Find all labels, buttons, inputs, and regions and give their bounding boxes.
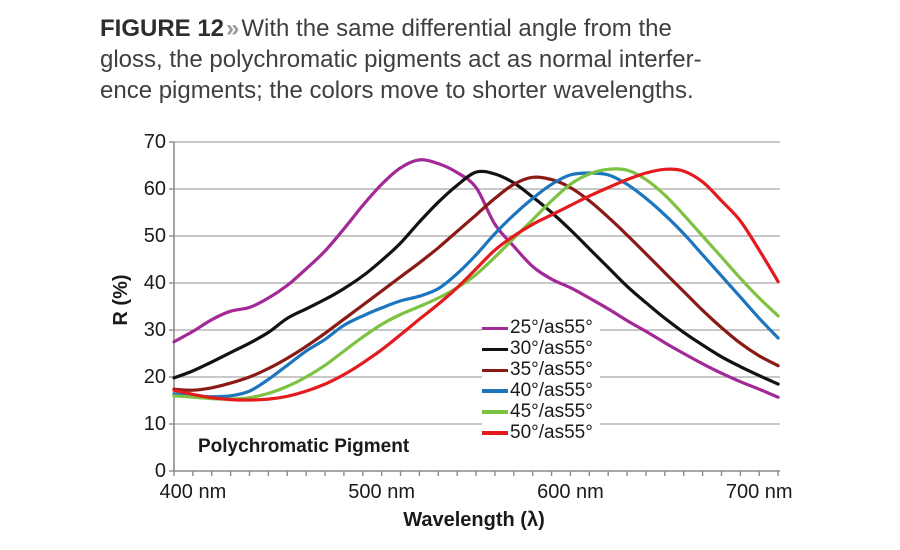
x-tick-label-600: 600 nm	[537, 481, 604, 503]
curve-50as55	[172, 167, 780, 402]
legend-item-35as55: 35°/as55°	[482, 359, 600, 381]
y-tick-label-10: 10	[143, 413, 166, 435]
chart-legend: 25°/as55° 30°/as55° 35°/as55° 40°/as55° 45°/…	[482, 317, 600, 444]
caption-line-2: gloss, the polychromatic pigments act as…	[100, 46, 702, 73]
legend-swatch-icon	[482, 431, 508, 435]
y-tick-label-40: 40	[143, 272, 166, 294]
legend-label: 30°/as55°	[510, 338, 593, 360]
legend-swatch-icon	[482, 410, 508, 414]
x-tick-label-500: 500 nm	[348, 481, 416, 503]
caption-line-3: ence pigments; the colors move to shorte…	[100, 77, 694, 104]
legend-swatch-icon	[482, 347, 508, 352]
y-tick-label-60: 60	[143, 178, 166, 200]
curve-30as55	[172, 169, 780, 386]
legend-swatch-icon	[482, 368, 508, 372]
legend-item-30as55: 30°/as55°	[482, 338, 600, 360]
legend-label: 25°/as55°	[510, 317, 593, 339]
x-tick-label-400: 400 nm	[159, 481, 227, 503]
caption-text-1: With the same differential angle from th…	[241, 15, 672, 42]
y-tick-label-20: 20	[143, 366, 166, 388]
y-tick-label-70: 70	[143, 131, 166, 153]
legend-label: 45°/as55°	[510, 401, 593, 423]
y-tick-label-0: 0	[154, 460, 166, 482]
legend-swatch-icon	[482, 389, 508, 393]
legend-item-45as55: 45°/as55°	[482, 401, 600, 423]
y-axis-title: R (%)	[110, 274, 132, 326]
curve-45as55	[172, 167, 780, 401]
curve-40as55	[172, 171, 780, 399]
figure-caption: FIGURE 12»With the same differential ang…	[100, 13, 810, 106]
y-tick-label-50: 50	[143, 225, 166, 247]
caption-line-1: FIGURE 12»With the same differential ang…	[100, 13, 810, 44]
legend-item-40as55: 40°/as55°	[482, 380, 600, 402]
x-tick-label-700: 700 nm	[725, 481, 793, 503]
legend-item-25as55: 25°/as55°	[482, 317, 600, 339]
legend-swatch-icon	[482, 326, 508, 331]
figure-label: FIGURE 12	[100, 15, 225, 42]
y-tick-label-30: 30	[143, 319, 166, 341]
curve-25as55	[172, 158, 780, 399]
pigment-annotation: Polychromatic Pigment	[198, 436, 410, 457]
legend-item-50as55: 50°/as55°	[482, 422, 600, 443]
legend-label: 35°/as55°	[510, 359, 593, 381]
legend-label: 50°/as55°	[510, 421, 593, 443]
legend-label: 40°/as55°	[510, 380, 593, 402]
x-axis-title: Wavelength (λ)	[403, 509, 545, 531]
chevron-separator-icon: »	[226, 15, 240, 42]
curve-35as55	[172, 175, 780, 392]
